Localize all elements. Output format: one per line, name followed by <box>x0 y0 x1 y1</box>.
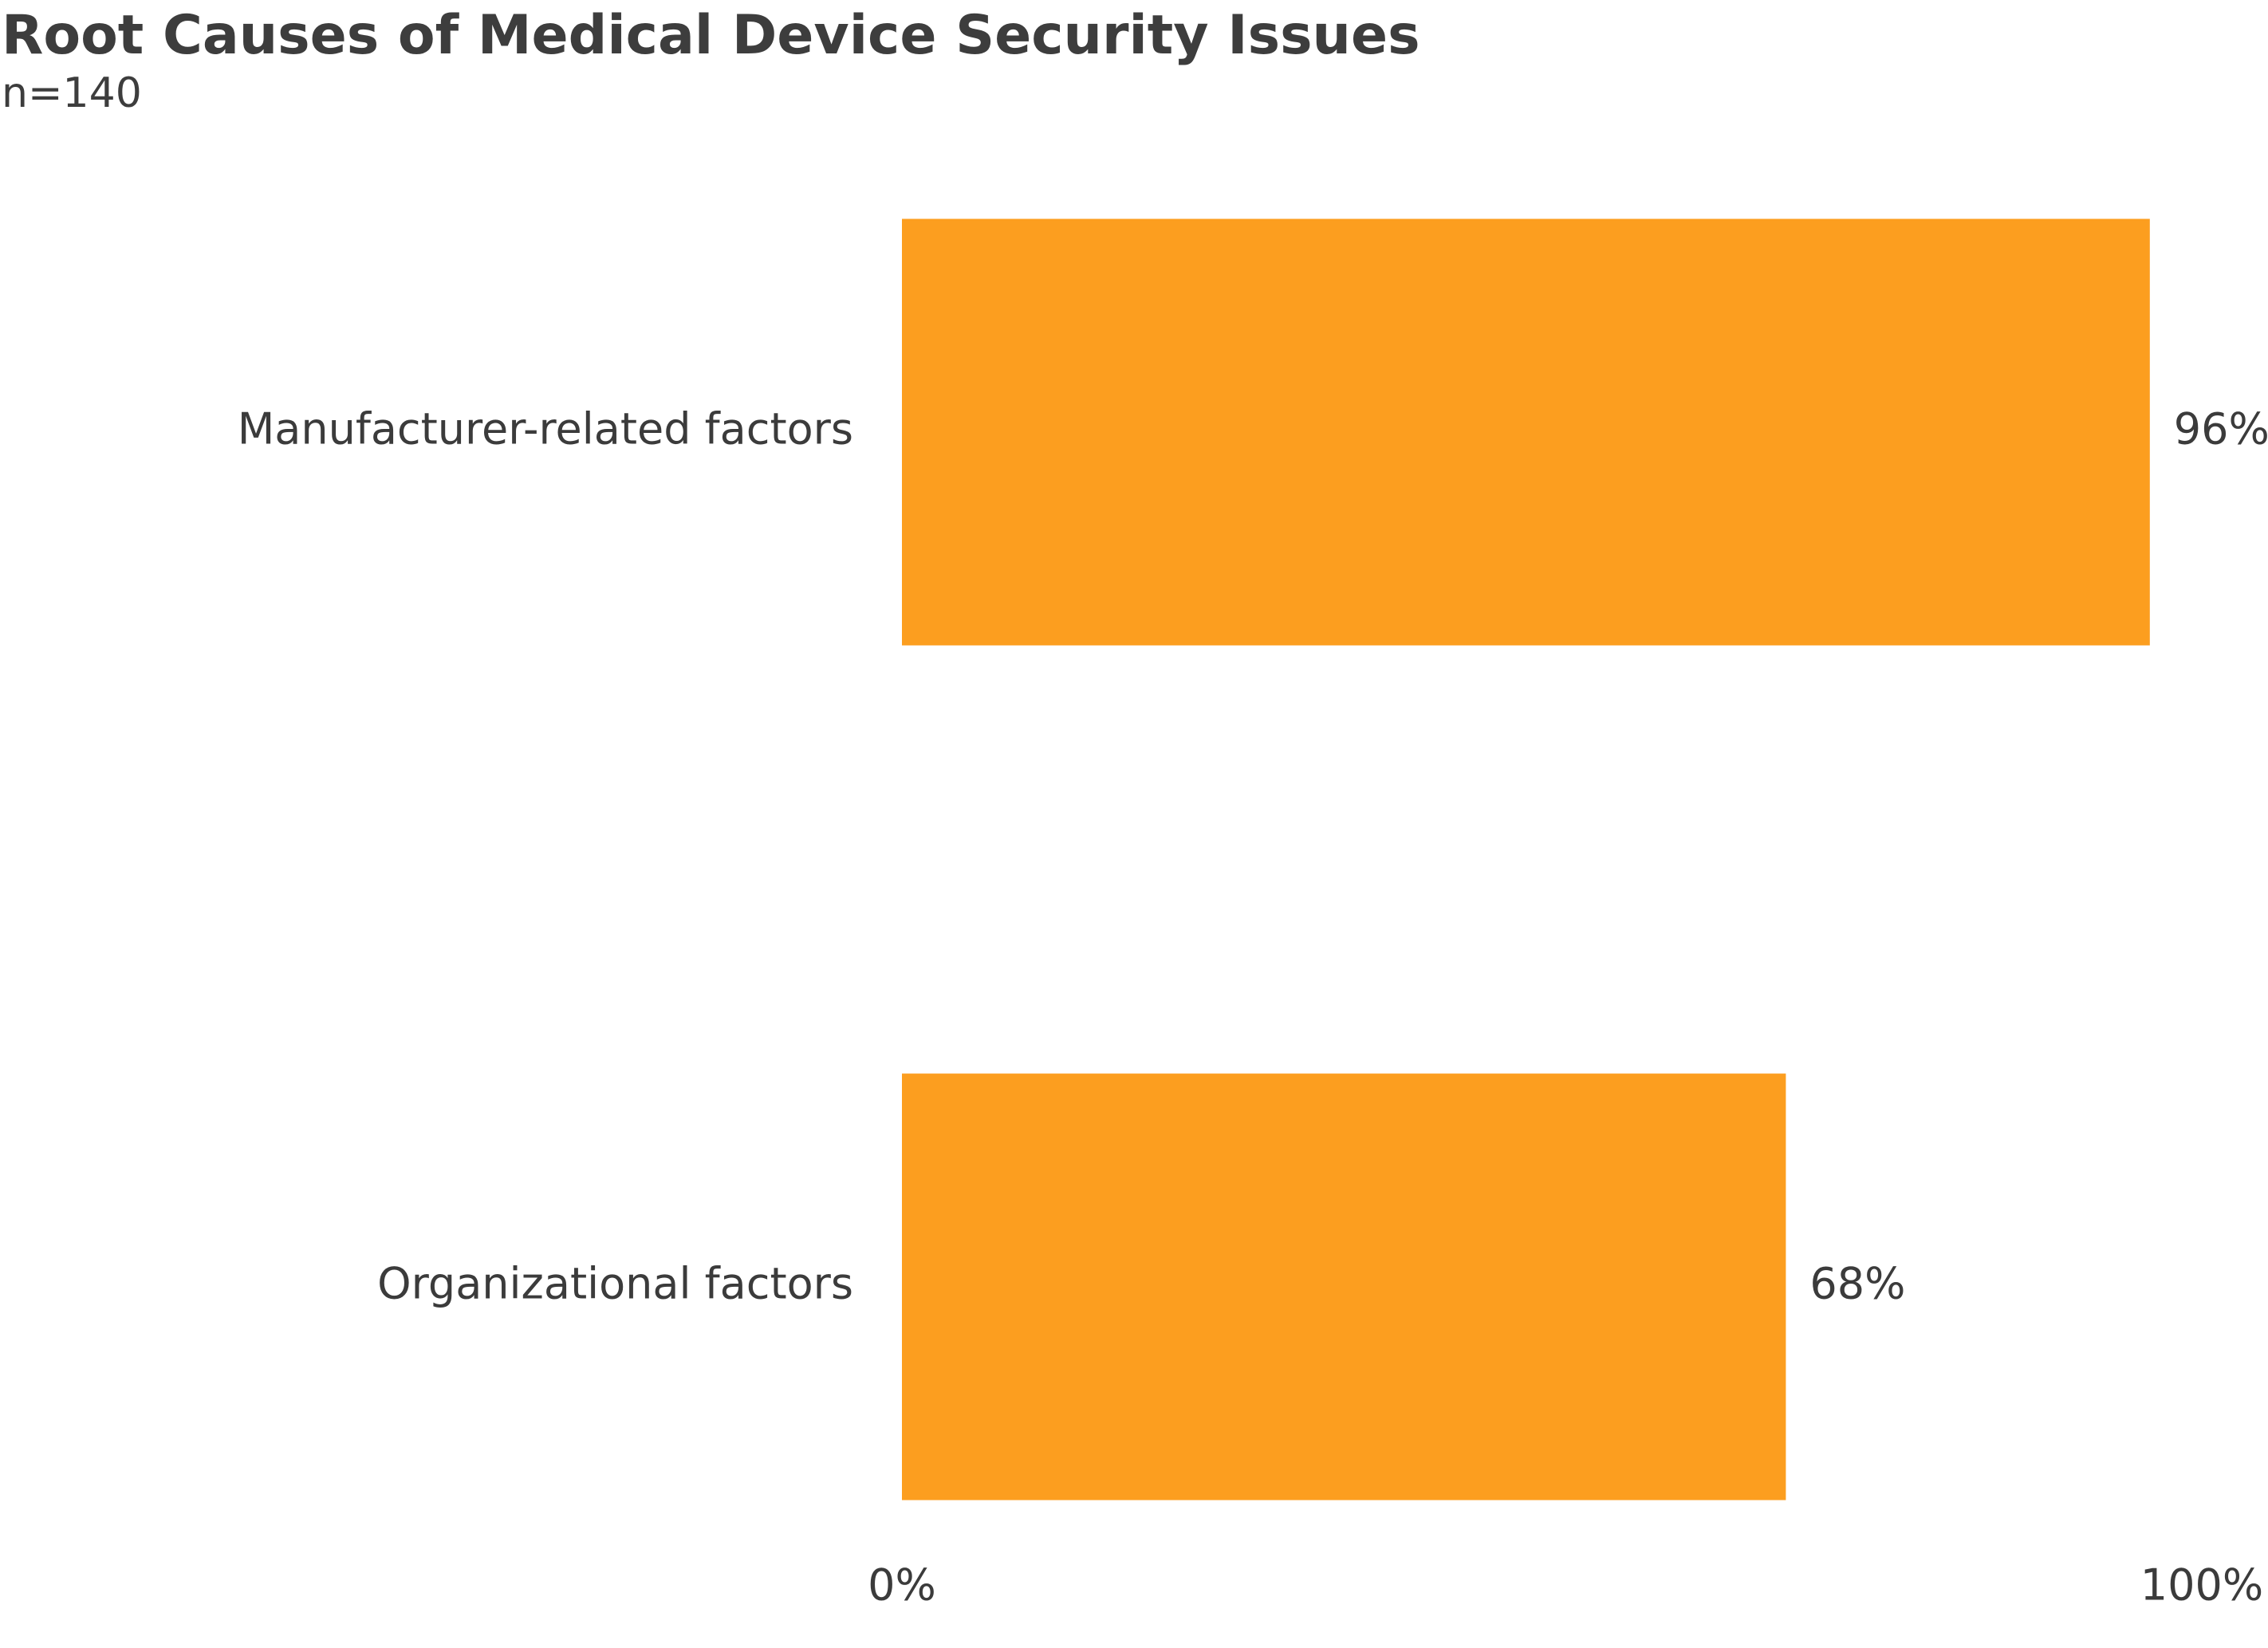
labels-layer: Manufacturer-related factors 96% Organizat… <box>238 404 2268 1309</box>
x-tick-label: 100% <box>2140 1560 2263 1611</box>
value-label: 96% <box>2174 404 2268 454</box>
x-tick-label: 0% <box>868 1560 936 1611</box>
category-label: Organizational factors <box>377 1259 853 1309</box>
x-axis-ticks: 0% 100% <box>868 1560 2263 1611</box>
category-label: Manufacturer-related factors <box>238 404 853 454</box>
value-label: 68% <box>1809 1259 1905 1309</box>
bars-layer <box>902 218 2150 1501</box>
chart-subtitle: n=140 <box>2 69 142 117</box>
bar-manufacturer-related-factors <box>902 218 2150 646</box>
bar-organizational-factors <box>902 1073 1786 1501</box>
chart-title: Root Causes of Medical Device Security I… <box>2 4 1420 67</box>
